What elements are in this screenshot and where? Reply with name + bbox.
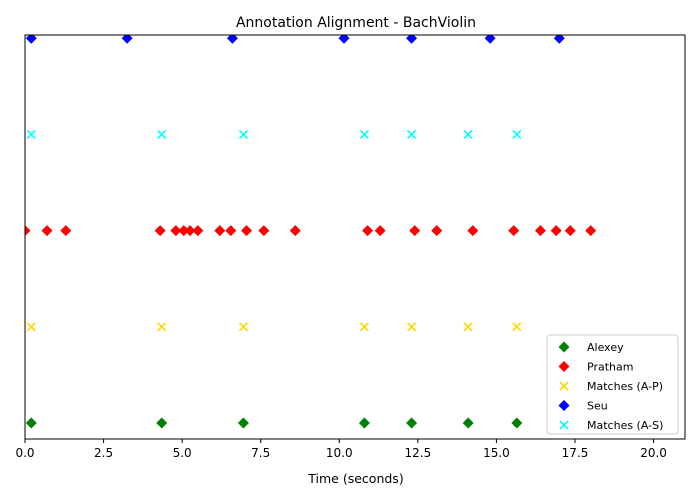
- data-point: [178, 225, 190, 237]
- data-point: [25, 35, 37, 44]
- data-point: [225, 225, 237, 237]
- data-point: [463, 129, 473, 139]
- data-point: [508, 225, 520, 237]
- data-point: [462, 417, 474, 429]
- data-point: [121, 35, 133, 44]
- data-point: [214, 225, 226, 237]
- data-point: [512, 322, 522, 332]
- legend-label: Pratham: [587, 361, 633, 374]
- legend-entry: Alexey: [558, 341, 624, 354]
- legend-box: [546, 334, 679, 435]
- data-point: [241, 225, 253, 237]
- legend-label: Matches (A-S): [587, 419, 663, 432]
- data-point: [157, 129, 167, 139]
- data-point: [192, 225, 204, 237]
- data-point: [406, 417, 418, 429]
- data-point: [463, 322, 473, 332]
- data-point: [60, 225, 72, 237]
- data-point: [238, 129, 248, 139]
- x-tick-label: 10.0: [326, 446, 353, 460]
- data-point: [359, 129, 369, 139]
- data-point: [409, 225, 421, 237]
- legend-marker: [559, 420, 569, 430]
- data-point: [338, 35, 350, 44]
- data-point: [553, 35, 565, 44]
- data-point: [550, 225, 562, 237]
- x-tick-label: 7.5: [251, 446, 270, 460]
- x-axis: 0.0 2.5 5.0 7.5 10.0 12.5 15.0 17.5 20.0: [15, 439, 667, 460]
- data-point: [41, 225, 53, 237]
- data-point: [154, 225, 166, 237]
- x-tick-label: 17.5: [562, 446, 589, 460]
- data-point: [374, 225, 386, 237]
- data-point: [226, 35, 238, 44]
- data-point: [237, 417, 249, 429]
- x-tick-label: 12.5: [404, 446, 431, 460]
- data-point: [238, 322, 248, 332]
- data-point: [358, 417, 370, 429]
- data-point: [156, 417, 168, 429]
- plot-area: [25, 35, 597, 429]
- data-point: [467, 225, 479, 237]
- x-axis-label: Time (seconds): [307, 471, 403, 486]
- data-point: [406, 35, 418, 44]
- data-point: [184, 225, 196, 237]
- data-point: [25, 225, 31, 237]
- legend-label: Seu: [587, 400, 608, 413]
- data-point: [512, 129, 522, 139]
- series-matches-a-p-: [26, 322, 522, 332]
- legend-marker: [558, 361, 570, 372]
- data-point: [359, 322, 369, 332]
- legend-marker: [558, 341, 570, 353]
- legend-entry: Pratham: [558, 361, 633, 374]
- data-point: [585, 225, 597, 237]
- plot-frame: [24, 34, 686, 440]
- data-point: [534, 225, 546, 237]
- data-point: [564, 225, 576, 237]
- data-point: [26, 129, 36, 139]
- data-point: [157, 322, 167, 332]
- legend-entry: Matches (A-S): [559, 419, 663, 432]
- data-point: [289, 225, 301, 237]
- legend-label: Matches (A-P): [587, 380, 663, 393]
- legend-label: Alexey: [587, 341, 624, 354]
- data-point: [362, 225, 374, 237]
- data-point: [26, 322, 36, 332]
- series-seu: [25, 35, 565, 44]
- legend-entry: Matches (A-P): [559, 380, 663, 393]
- x-tick-label: 15.0: [483, 446, 510, 460]
- series-pratham: [25, 225, 597, 237]
- data-point: [407, 129, 417, 139]
- data-point: [258, 225, 270, 237]
- x-tick-label: 0.0: [15, 446, 34, 460]
- x-tick-label: 20.0: [640, 446, 667, 460]
- x-tick-label: 2.5: [94, 446, 113, 460]
- data-point: [25, 417, 37, 429]
- legend-marker: [559, 381, 569, 391]
- series-alexey: [25, 417, 523, 429]
- data-point: [511, 417, 523, 429]
- data-point: [431, 225, 443, 237]
- chart-title: Annotation Alignment - BachViolin: [236, 15, 476, 31]
- legend: Alexey Pratham Matches (A-P) Seu Matches (A-…: [546, 334, 679, 435]
- x-tick-label: 5.0: [173, 446, 192, 460]
- legend-marker: [558, 400, 570, 411]
- series-matches-a-s-: [26, 129, 522, 139]
- data-point: [170, 225, 182, 237]
- legend-entry: Seu: [558, 400, 608, 413]
- data-point: [484, 35, 496, 44]
- data-point: [407, 322, 417, 332]
